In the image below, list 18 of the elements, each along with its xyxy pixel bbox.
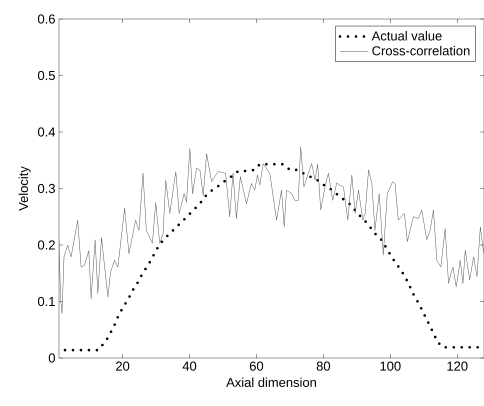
x-tick-label: 40 <box>182 362 196 371</box>
line-series <box>59 146 484 314</box>
y-tick-label: 0 <box>48 353 55 363</box>
y-tick-label: 0.4 <box>38 127 56 137</box>
x-axis-title: Axial dimension <box>226 378 316 388</box>
x-tick-label: 20 <box>116 362 130 371</box>
y-tick-label: 0.6 <box>38 14 55 24</box>
x-tick-label: 60 <box>250 362 264 371</box>
y-tick-label: 0.3 <box>38 184 55 194</box>
legend-label: Actual value <box>372 31 442 41</box>
y-tick-label: 0.5 <box>38 70 55 80</box>
x-tick-label: 120 <box>447 362 468 371</box>
y-tick-label: 0.1 <box>38 296 55 306</box>
x-tick-label: 100 <box>380 362 401 371</box>
x-tick-label: 80 <box>316 362 330 371</box>
y-tick-label: 0.2 <box>38 240 55 250</box>
y-axis-title: Velocity <box>18 166 31 211</box>
legend-label: Cross-correlation <box>372 46 470 56</box>
